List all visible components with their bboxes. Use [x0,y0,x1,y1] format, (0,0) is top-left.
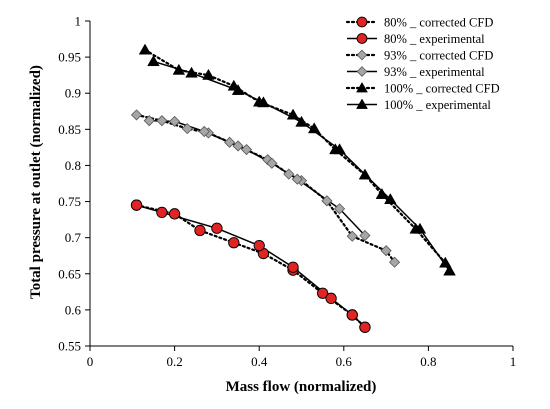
data-point-1 [287,261,299,273]
data-point-0 [194,224,206,237]
x-tick-label: 0.8 [420,354,436,369]
data-point-3 [198,125,210,138]
axes: 0 0.2 0.4 0.6 0.8 1 0.55 0.6 0.65 0.7 0.75 0.8 0.85 0… [58,14,516,370]
x-tick-label: 0 [87,354,94,369]
data-point-0 [316,287,329,299]
data-point-2 [283,168,295,180]
y-tick-label: 1 [75,14,82,29]
y-tick-label: 0.65 [58,266,81,281]
data-point-4 [439,256,452,268]
data-point-0 [168,208,181,220]
data-point-5 [147,55,160,67]
data-point-4 [375,188,389,199]
y-tick-label: 0.6 [65,302,82,317]
data-point-1 [130,199,143,211]
x-tick-label: 1 [510,354,517,369]
legend-marker [356,49,368,61]
x-tick-label: 0.6 [336,354,353,369]
series-line-0 [135,204,367,329]
data-point-5 [257,96,270,108]
y-tick-label: 0.95 [58,50,81,65]
data-point-4 [202,68,215,80]
y-tick-label: 0.85 [58,122,81,137]
series-line-1 [136,204,366,328]
legend-marker [356,33,368,44]
data-point-0 [228,237,240,249]
data-point-4 [307,122,321,134]
legend-label: 93% _ experimental [384,65,485,79]
data-point-3 [143,115,155,127]
data-point-1 [156,206,168,219]
data-point-1 [346,309,358,321]
data-point-5 [413,222,427,234]
x-axis-title: Mass flow (normalized) [226,379,377,395]
legend-marker [356,66,368,77]
data-point-4 [172,63,186,75]
data-point-2 [181,123,193,135]
y-tick-label: 0.75 [58,194,81,209]
x-tick-label: 0.2 [166,354,182,369]
data-point-2 [130,109,143,121]
data-point-2 [156,115,168,127]
legend-label: 80% _ experimental [384,32,485,46]
data-point-1 [211,222,223,234]
data-point-3 [334,203,346,215]
data-point-1 [359,321,371,333]
data-point-3 [291,173,303,185]
series-points [130,43,456,333]
data-point-5 [384,193,397,204]
y-tick-label: 0.9 [65,86,81,101]
data-point-3 [266,157,278,169]
data-point-2 [232,140,244,152]
data-point-2 [321,195,333,207]
y-tick-label: 0.7 [65,230,82,245]
data-point-5 [185,66,198,78]
data-point-5 [231,84,245,95]
y-axis-title: Total pressure at outlet (normalized) [28,65,44,299]
data-point-1 [253,239,265,252]
legend-marker [356,16,368,28]
series-line-2 [135,113,396,264]
data-point-4 [358,168,372,180]
data-point-5 [443,264,456,276]
data-point-2 [380,245,392,257]
data-point-3 [240,143,253,156]
legend-label: 100% _ corrected CFD [384,82,500,96]
legend-label: 80% _ corrected CFD [384,16,493,30]
legend-marker [356,81,368,93]
data-point-5 [295,115,308,127]
data-point-5 [333,143,346,155]
x-tick-label: 0.4 [251,354,268,369]
data-point-3 [224,136,236,148]
data-point-3 [169,115,181,127]
legend-label: 93% _ corrected CFD [384,49,493,63]
data-point-1 [325,292,337,304]
data-point-4 [138,43,152,55]
data-point-2 [346,230,358,242]
data-point-2 [388,256,401,268]
y-tick-label: 0.8 [65,158,81,173]
data-point-3 [359,229,371,242]
legend-marker [356,98,368,109]
y-tick-label: 0.55 [58,339,81,354]
legend-label: 100% _ experimental [384,98,491,112]
data-point-4 [286,108,300,120]
legend: 80% _ corrected CFD 80% _ experimental 93%… [345,16,500,112]
